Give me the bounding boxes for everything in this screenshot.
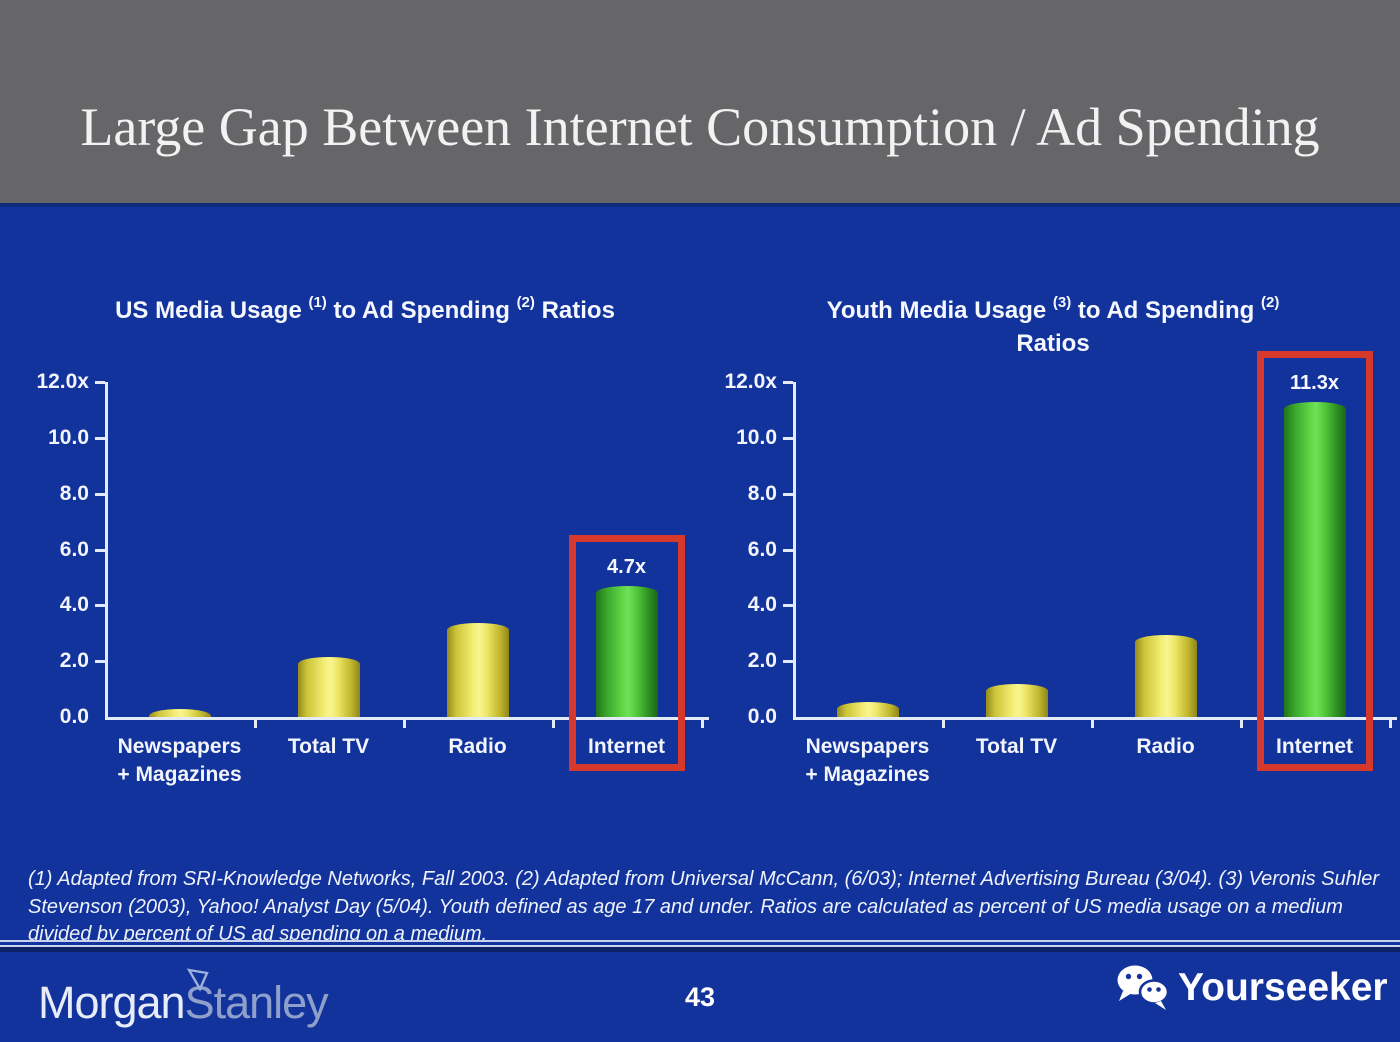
y-tick-mark [95,381,105,384]
y-tick-mark [95,548,105,552]
wechat-icon [1117,965,1170,1010]
y-tick-label: 12.0x [724,370,777,393]
y-tick-label: 0.0 [747,705,777,728]
slide-body [0,203,1400,1042]
category-label-radio: Radio [1136,735,1195,758]
y-tick-label: 8.0 [747,481,777,505]
y-axis [105,382,108,720]
logo-word-stanley: Stanley [184,977,329,1028]
y-tick-label: 2.0 [747,649,777,673]
y-tick-label: 4.0 [747,593,777,617]
title-text: Ratios [534,297,615,324]
logo-word-morgan: Morgan [38,977,186,1028]
y-tick-mark [783,436,793,440]
x-tick-mark [701,720,704,728]
header-band: Large Gap Between Internet Consumption /… [0,0,1400,203]
x-tick-mark [552,720,555,728]
y-tick-mark [95,436,105,440]
title-text: Ratios [1016,330,1090,357]
y-tick-mark [783,381,793,384]
bar-radio [1134,634,1197,717]
bar-newspapers [836,701,899,717]
title-text: US Media Usage [115,297,309,324]
title-text: Youth Media Usage [826,297,1053,324]
y-tick-label: 8.0 [59,481,89,505]
page-number: 43 [684,982,716,1012]
morgan-stanley-triangle-icon [186,968,209,992]
bar-radio [446,623,509,717]
x-tick-mark [254,720,257,728]
slide-title: Large Gap Between Internet Consumption /… [80,97,1320,157]
category-label-radio: Radio [448,735,507,758]
value-label: 4.7x [607,555,646,578]
highlight-rect [1256,350,1373,771]
y-tick-label: 12.0x [36,370,89,393]
y-tick-label: 0.0 [59,705,89,728]
bar-internet [595,585,658,717]
yourseeker-label: Yourseeker [1178,966,1388,1009]
separator-line-bottom [0,945,1400,947]
highlight-rect [568,534,685,771]
y-axis [793,382,796,720]
x-tick-mark [1389,720,1392,728]
y-tick-mark [783,604,793,608]
title-superscript: (1) [308,294,327,311]
y-tick-label: 10.0 [736,425,777,449]
category-label-total-tv: Total TV [975,735,1058,758]
x-tick-mark [1240,720,1243,728]
y-tick-mark [95,492,105,496]
y-tick-label: 2.0 [59,649,89,673]
title-superscript: (3) [1052,294,1072,311]
x-tick-mark [942,720,945,728]
chart-youth-media-usage: Youth Media Usage (3) to Ad Spending (2)… [713,280,1397,840]
chart-title: US Media Usage (1) to Ad Spending (2) Ra… [25,288,705,327]
category-label-newspapers: Newspapers + Magazines [805,735,930,786]
title-superscript: (2) [1261,294,1280,311]
category-label-total-tv: Total TV [287,735,370,758]
separator-shadow [0,947,1400,952]
footer-separator [0,940,1400,952]
value-label: 11.3x [1290,371,1339,394]
title-text: to Ad Spending [1071,297,1261,324]
y-tick-mark [783,492,793,496]
separator-line-top [0,940,1400,942]
morgan-stanley-logo: MorganStanley [38,968,329,1032]
title-text: to Ad Spending [326,297,517,324]
title-superscript: (2) [516,294,535,311]
bar-newspapers [148,708,211,717]
category-label-internet: Internet [1275,735,1353,758]
y-tick-mark [783,660,793,664]
y-tick-mark [95,604,105,608]
y-tick-label: 6.0 [747,537,777,561]
x-axis [793,717,1397,720]
y-tick-label: 6.0 [59,537,89,561]
category-label-internet: Internet [587,735,665,758]
x-axis [105,717,709,720]
y-tick-label: 4.0 [59,593,89,617]
footnote-text: (1) Adapted from SRI-Knowledge Networks,… [28,868,1379,945]
bar-total-tv [297,656,360,717]
bar-total-tv [985,683,1048,717]
chart-title: Youth Media Usage (3) to Ad Spending (2)… [713,288,1393,360]
x-tick-mark [403,720,406,728]
x-tick-mark [1091,720,1094,728]
y-tick-mark [783,548,793,552]
bar-internet [1283,401,1346,717]
header-divider [0,203,1400,207]
y-tick-mark [95,660,105,664]
y-tick-label: 10.0 [48,425,89,449]
chart-us-media-usage: US Media Usage (1) to Ad Spending (2) Ra… [25,280,709,840]
category-label-newspapers: Newspapers + Magazines [117,735,242,786]
